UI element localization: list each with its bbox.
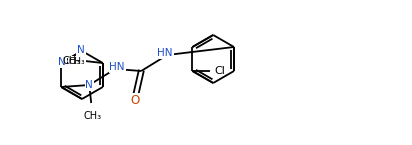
Text: CH₃: CH₃ <box>83 111 101 121</box>
Text: O: O <box>131 94 140 106</box>
Text: HN: HN <box>110 62 125 72</box>
Text: N: N <box>77 45 85 55</box>
Text: CH₃: CH₃ <box>63 56 81 66</box>
Text: HN: HN <box>157 48 173 58</box>
Text: CH₃: CH₃ <box>68 57 85 66</box>
Text: Cl: Cl <box>214 66 225 76</box>
Text: N: N <box>85 80 93 90</box>
Text: N: N <box>59 57 66 67</box>
